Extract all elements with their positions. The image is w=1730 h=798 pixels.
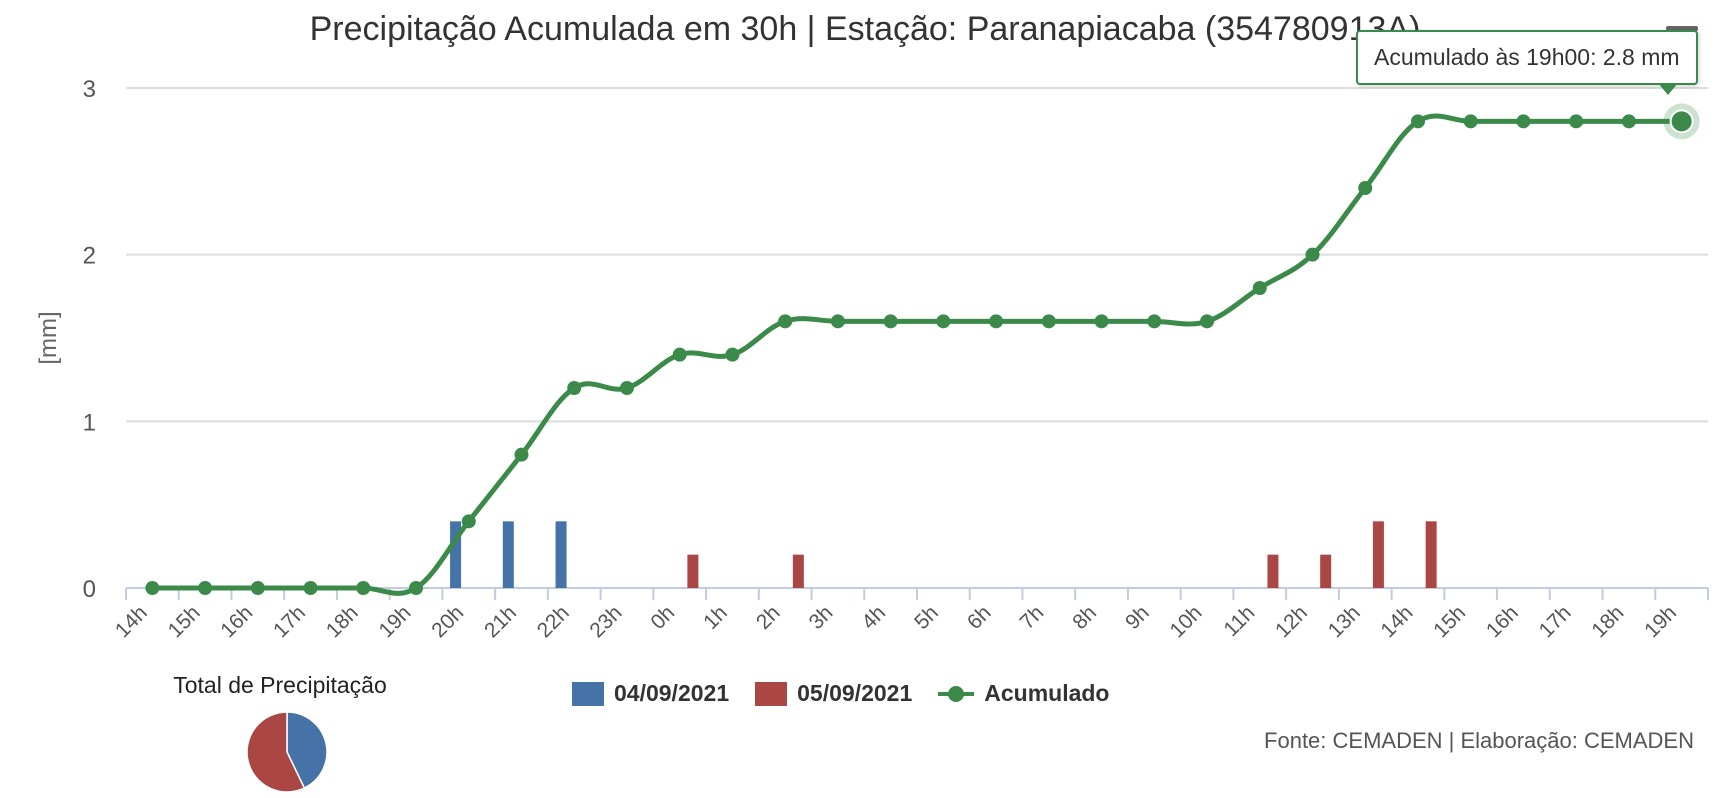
- data-point: [619, 381, 634, 395]
- data-point: [1358, 181, 1373, 195]
- pie-slice: [286, 711, 328, 790]
- legend-label-day2: 05/09/2021: [797, 680, 913, 706]
- data-point: [461, 514, 476, 529]
- x-tick-label: 19h: [1640, 601, 1681, 642]
- source-credit: Fonte: CEMADEN | Elaboração: CEMADEN: [1264, 728, 1694, 753]
- x-tick-label: 10h: [1166, 601, 1207, 642]
- legend-swatch-day2: [755, 681, 788, 706]
- x-tick-label: 19h: [375, 601, 416, 642]
- x-tick-label: 18h: [1587, 601, 1628, 642]
- data-point: [1252, 281, 1267, 295]
- data-point: [1569, 114, 1584, 129]
- bar: [687, 554, 699, 588]
- x-tick-label: 23h: [585, 601, 626, 642]
- x-tick-label: 22h: [533, 601, 574, 642]
- data-point: [1200, 314, 1215, 329]
- data-point: [1305, 247, 1320, 262]
- x-tick-label: 3h: [805, 601, 838, 634]
- pie-title: Total de Precipitação: [173, 672, 387, 698]
- bar: [1320, 554, 1332, 588]
- data-point: [145, 581, 160, 595]
- x-tick-label: 20h: [427, 601, 468, 642]
- y-axis-label: [mm]: [35, 311, 62, 364]
- data-point: [725, 347, 740, 362]
- data-point: [936, 314, 951, 329]
- x-tick-label: 0h: [646, 601, 679, 634]
- data-point: [198, 581, 213, 595]
- x-tick-label: 6h: [963, 601, 996, 634]
- data-point: [778, 314, 793, 329]
- accumulated-line: [152, 113, 1682, 596]
- legend-label-day1: 04/09/2021: [614, 680, 730, 706]
- legend-swatch-accumulated: [938, 682, 975, 706]
- data-point: [303, 581, 318, 595]
- data-point: [1041, 314, 1056, 329]
- data-point: [672, 347, 687, 362]
- x-tick-label: 15h: [164, 601, 205, 642]
- x-tick-label: 21h: [480, 601, 521, 642]
- bar: [555, 521, 567, 588]
- x-tick-label: 17h: [269, 601, 310, 642]
- data-point: [883, 314, 898, 329]
- bar: [450, 521, 462, 588]
- data-point: [409, 581, 424, 595]
- x-tick-label: 4h: [857, 601, 890, 634]
- bar: [792, 554, 804, 588]
- data-point: [1147, 314, 1162, 329]
- x-tick-label: 15h: [1429, 601, 1470, 642]
- data-point: [514, 447, 529, 462]
- data-point: [1410, 114, 1425, 129]
- data-point: [1621, 114, 1636, 129]
- legend: 04/09/2021 05/09/2021 Acumulado: [572, 680, 1109, 707]
- bar: [1425, 521, 1437, 588]
- data-point: [356, 581, 371, 595]
- data-point: [1669, 109, 1694, 134]
- x-tick-label: 1h: [699, 601, 732, 634]
- x-tick-label: 13h: [1324, 601, 1365, 642]
- x-tick-label: 18h: [322, 601, 363, 642]
- x-tick-label: 7h: [1016, 601, 1049, 634]
- x-tick-label: 5h: [910, 601, 943, 634]
- data-point: [250, 581, 265, 595]
- x-tick-label: 11h: [1219, 601, 1259, 641]
- pie-slice: [246, 711, 306, 793]
- legend-item-day1[interactable]: 04/09/2021: [572, 680, 729, 707]
- bar: [1267, 554, 1279, 588]
- y-tick-label: 2: [83, 243, 96, 270]
- x-tick-label: 16h: [1482, 601, 1523, 642]
- legend-swatch-day1: [572, 681, 604, 706]
- y-tick-label: 3: [83, 76, 96, 103]
- x-tick-label: 9h: [1121, 601, 1154, 634]
- data-point: [1094, 314, 1109, 329]
- x-tick-label: 14h: [1376, 601, 1417, 642]
- data-point: [567, 381, 582, 395]
- legend-label-accumulated: Acumulado: [984, 680, 1110, 706]
- x-tick-label: 14h: [111, 601, 152, 642]
- bar: [502, 521, 514, 588]
- legend-item-accumulated[interactable]: Acumulado: [938, 680, 1109, 707]
- x-tick-label: 16h: [216, 601, 257, 642]
- y-tick-label: 0: [83, 576, 96, 603]
- x-tick-label: 17h: [1535, 601, 1576, 642]
- data-point: [1463, 114, 1478, 129]
- data-point: [989, 314, 1004, 329]
- data-point: [830, 314, 845, 329]
- data-point: [1516, 114, 1531, 129]
- tooltip: Acumulado às 19h00: 2.8 mm: [1356, 30, 1698, 95]
- legend-item-day2[interactable]: 05/09/2021: [755, 680, 912, 707]
- x-tick-label: 2h: [752, 601, 785, 634]
- x-tick-label: 8h: [1068, 601, 1101, 634]
- y-tick-label: 1: [83, 409, 96, 436]
- chart-title: Precipitação Acumulada em 30h | Estação:…: [309, 10, 1421, 48]
- bar: [1372, 521, 1384, 588]
- x-tick-label: 12h: [1271, 601, 1312, 642]
